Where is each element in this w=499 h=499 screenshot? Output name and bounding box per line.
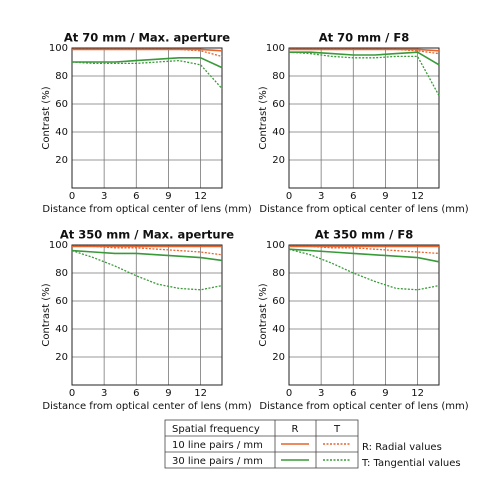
x-tick-label: 12: [194, 191, 207, 202]
y-tick-label: 80: [272, 71, 285, 82]
series-line: [71, 59, 223, 90]
legend-table: [164, 419, 359, 469]
legend-header: Spatial frequency: [172, 424, 260, 435]
chart-title: At 350 mm / F8: [315, 228, 413, 242]
x-tick-label: 3: [318, 191, 324, 202]
plot-frame: [288, 47, 440, 189]
x-tick-label: 6: [350, 191, 356, 202]
legend-note: T: Tangential values: [361, 458, 461, 469]
plot-frame: [71, 47, 223, 189]
x-tick-label: 9: [382, 191, 388, 202]
x-tick-label: 0: [69, 191, 75, 202]
y-axis-label: Contrast (%): [41, 86, 52, 149]
series-line: [289, 245, 440, 255]
x-tick-label: 12: [411, 388, 424, 399]
series-line: [71, 249, 223, 262]
legend-column: R: [292, 424, 299, 435]
chart-title: At 350 mm / Max. aperture: [60, 228, 234, 242]
plot-frame: [71, 244, 223, 386]
y-tick-label: 60: [55, 99, 68, 110]
x-tick-label: 3: [101, 191, 107, 202]
legend-row: 10 line pairs / mm: [172, 440, 263, 451]
x-tick-label: 0: [286, 191, 292, 202]
y-tick-label: 100: [49, 43, 68, 54]
x-tick-label: 12: [194, 388, 207, 399]
x-axis-label: Distance from optical center of lens (mm…: [42, 204, 251, 215]
series-line: [72, 57, 223, 69]
series-line: [288, 51, 440, 96]
x-tick-label: 0: [69, 388, 75, 399]
series-line: [72, 245, 223, 256]
x-tick-label: 6: [133, 191, 139, 202]
y-tick-label: 20: [272, 352, 285, 363]
series-line: [71, 249, 223, 291]
x-tick-label: 6: [350, 388, 356, 399]
legend-column: T: [333, 424, 341, 435]
y-tick-label: 80: [272, 268, 285, 279]
x-tick-label: 3: [318, 388, 324, 399]
x-axis-label: Distance from optical center of lens (mm…: [42, 401, 251, 412]
y-axis-label: Contrast (%): [258, 86, 269, 149]
x-tick-label: 3: [101, 388, 107, 399]
y-tick-label: 60: [272, 296, 285, 307]
y-tick-label: 60: [55, 296, 68, 307]
y-tick-label: 100: [49, 240, 68, 251]
x-tick-label: 9: [165, 388, 171, 399]
y-tick-label: 80: [55, 71, 68, 82]
y-axis-label: Contrast (%): [41, 283, 52, 346]
x-tick-label: 6: [133, 388, 139, 399]
x-tick-label: 12: [411, 191, 424, 202]
x-tick-label: 9: [165, 191, 171, 202]
y-tick-label: 20: [55, 352, 68, 363]
y-tick-label: 40: [55, 127, 68, 138]
series-line: [289, 48, 440, 55]
series-line: [288, 248, 440, 291]
y-axis-label: Contrast (%): [258, 283, 269, 346]
series-line: [289, 51, 440, 66]
x-tick-label: 9: [382, 388, 388, 399]
x-axis-label: Distance from optical center of lens (mm…: [259, 401, 468, 412]
y-tick-label: 40: [272, 324, 285, 335]
y-tick-label: 20: [55, 155, 68, 166]
y-tick-label: 40: [55, 324, 68, 335]
y-tick-label: 40: [272, 127, 285, 138]
y-tick-label: 100: [266, 43, 285, 54]
y-tick-label: 60: [272, 99, 285, 110]
series-line: [288, 248, 440, 263]
chart-title: At 70 mm / F8: [319, 31, 409, 45]
y-tick-label: 100: [266, 240, 285, 251]
series-line: [72, 48, 223, 58]
y-tick-label: 20: [272, 155, 285, 166]
legend-note: R: Radial values: [362, 442, 442, 453]
x-axis-label: Distance from optical center of lens (mm…: [259, 204, 468, 215]
legend-row: 30 line pairs / mm: [172, 456, 263, 467]
plot-frame: [288, 244, 440, 386]
chart-title: At 70 mm / Max. aperture: [64, 31, 230, 45]
x-tick-label: 0: [286, 388, 292, 399]
y-tick-label: 80: [55, 268, 68, 279]
